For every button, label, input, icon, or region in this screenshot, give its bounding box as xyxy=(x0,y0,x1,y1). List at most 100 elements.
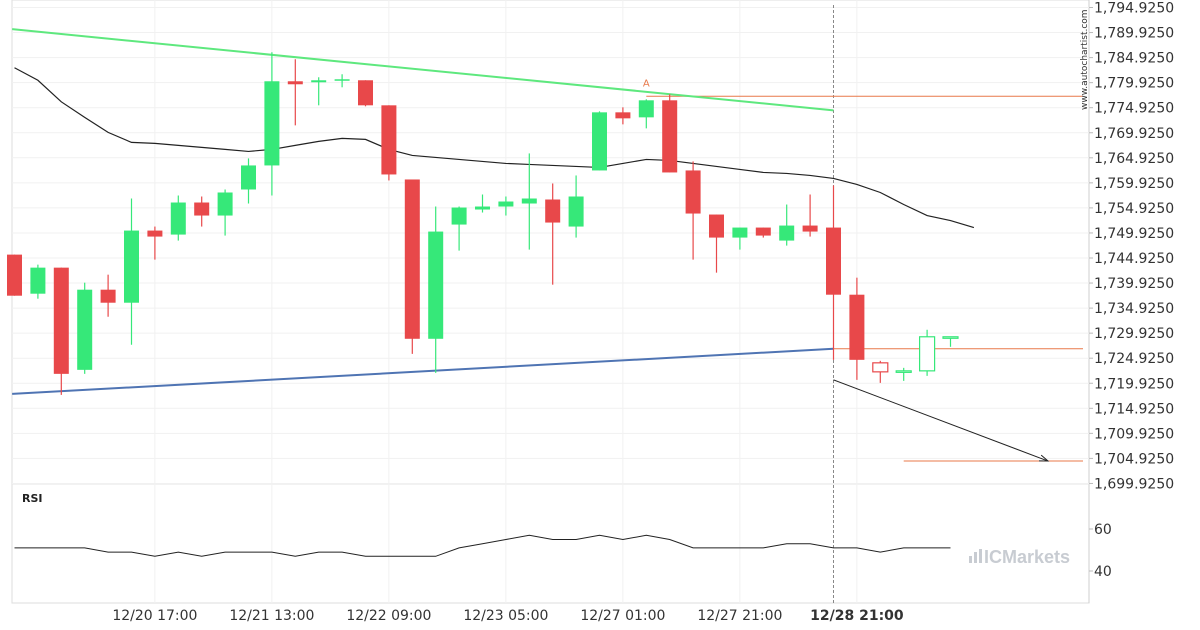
candle-body xyxy=(428,231,444,339)
candle-body xyxy=(918,336,936,372)
price-tick-label: 1,764.9250 xyxy=(1094,151,1174,167)
candle xyxy=(545,183,561,285)
candle xyxy=(217,189,233,236)
candle xyxy=(779,204,795,246)
candle-body xyxy=(451,207,467,225)
candle xyxy=(638,99,654,129)
candle-body xyxy=(826,227,841,295)
candle xyxy=(241,158,256,204)
candle-body xyxy=(545,199,561,223)
candle xyxy=(755,227,771,238)
candle xyxy=(895,367,912,381)
candle xyxy=(802,194,818,237)
time-axis: 12/20 17:00 12/21 13:00 12/22 09:00 12/23 0… xyxy=(112,608,904,624)
price-tick-label: 1,779.9250 xyxy=(1094,76,1174,92)
candle-body xyxy=(53,267,69,374)
candle-body xyxy=(662,100,678,173)
broker-logo-text: ICMarkets xyxy=(984,547,1070,567)
candle xyxy=(942,336,959,347)
rsi-tick-label: 60 xyxy=(1094,522,1112,538)
time-tick-label: 12/22 09:00 xyxy=(346,608,431,624)
candle-body xyxy=(30,267,46,294)
price-tick-label: 1,789.9250 xyxy=(1094,26,1174,42)
price-tick-label: 1,734.9250 xyxy=(1094,301,1174,317)
candle xyxy=(287,59,303,126)
time-tick-label: 12/28 21:00 xyxy=(810,608,904,624)
candle-body xyxy=(498,201,514,207)
rsi-tick-label: 40 xyxy=(1094,564,1112,580)
price-tick-label: 1,739.9250 xyxy=(1094,276,1174,292)
candle-body xyxy=(100,289,116,303)
time-tick-label: 12/27 01:00 xyxy=(580,608,665,624)
candle-body xyxy=(264,81,280,166)
rsi-panel: 60 40 xyxy=(14,522,1112,580)
price-tick-label: 1,709.9250 xyxy=(1094,426,1174,442)
candle xyxy=(849,277,865,380)
candle-body xyxy=(779,225,795,241)
candle xyxy=(521,153,537,250)
price-tick-label: 1,749.9250 xyxy=(1094,226,1174,242)
price-tick-label: 1,744.9250 xyxy=(1094,251,1174,267)
price-tick-label: 1,769.9250 xyxy=(1094,126,1174,142)
candle xyxy=(404,179,420,354)
candle xyxy=(77,282,93,374)
candle-body xyxy=(7,254,22,296)
candle xyxy=(709,214,724,273)
candle xyxy=(498,196,514,216)
candle xyxy=(170,195,186,241)
time-tick-label: 12/21 13:00 xyxy=(229,608,314,624)
candle-body xyxy=(170,202,186,235)
candle-body xyxy=(77,289,93,370)
pattern-marker-label: A xyxy=(643,78,650,89)
time-tick-label: 12/20 17:00 xyxy=(112,608,197,624)
candle-body xyxy=(404,179,420,339)
candle xyxy=(358,80,373,107)
candle xyxy=(124,198,139,345)
candle xyxy=(685,161,701,260)
candle xyxy=(53,267,69,395)
price-axis: 1,794.9250 1,789.9250 1,784.9250 1,779.9250… xyxy=(1089,1,1174,492)
candle xyxy=(475,194,490,213)
rsi-label: RSI xyxy=(22,492,43,505)
candle xyxy=(918,329,936,376)
projection-arrow-head xyxy=(1038,454,1050,462)
candle-body xyxy=(475,206,490,210)
candle xyxy=(264,52,280,196)
candle xyxy=(7,254,22,296)
price-plot: A xyxy=(7,5,1083,603)
moving-average-line xyxy=(14,67,975,229)
price-tick-label: 1,774.9250 xyxy=(1094,101,1174,117)
candle-body xyxy=(241,165,256,190)
candle-body xyxy=(521,198,537,204)
watermark-text: www.autochartist.com xyxy=(1080,9,1090,110)
candle-body xyxy=(849,294,865,360)
price-tick-label: 1,759.9250 xyxy=(1094,176,1174,192)
candle-body xyxy=(334,79,350,81)
plot-frame xyxy=(11,0,1090,604)
time-tick-label: 12/23 05:00 xyxy=(463,608,548,624)
candle-body xyxy=(615,112,631,119)
candle-body xyxy=(685,170,701,214)
candle-body xyxy=(709,214,724,238)
candle-body xyxy=(217,192,233,216)
candle xyxy=(872,360,889,383)
broker-logo: ICMarkets xyxy=(969,547,1070,567)
candle-body xyxy=(755,227,771,236)
candle xyxy=(451,206,467,251)
candle-body xyxy=(381,105,397,175)
resistance-trendline xyxy=(12,28,834,112)
candle xyxy=(147,226,163,260)
price-tick-label: 1,699.9250 xyxy=(1094,476,1174,492)
candle xyxy=(592,111,607,171)
logo-bar xyxy=(974,552,977,563)
candle xyxy=(662,94,678,173)
candle xyxy=(334,74,350,88)
price-tick-label: 1,754.9250 xyxy=(1094,201,1174,217)
candle-body xyxy=(358,80,373,106)
chart-grid xyxy=(11,0,1090,604)
candle-body xyxy=(147,230,163,237)
candle-body xyxy=(638,100,654,118)
price-tick-label: 1,704.9250 xyxy=(1094,451,1174,467)
candle xyxy=(381,105,397,181)
